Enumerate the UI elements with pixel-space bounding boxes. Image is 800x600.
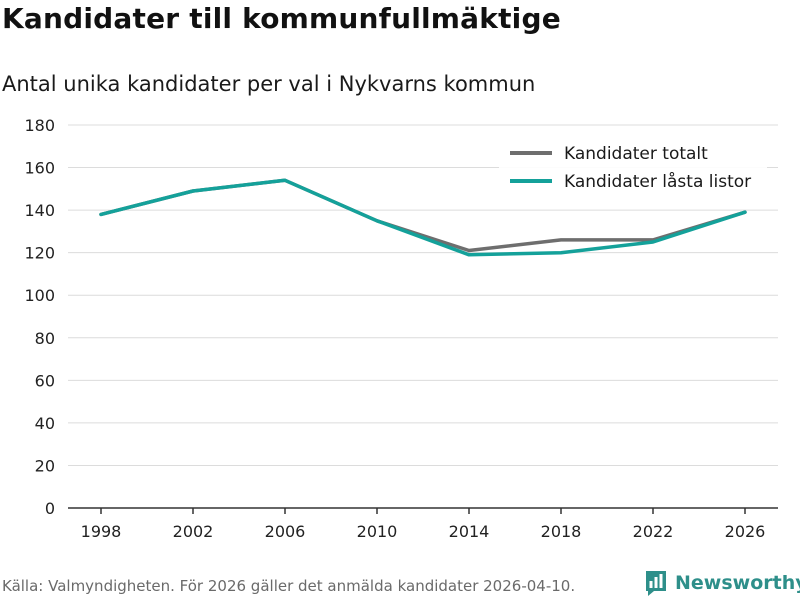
y-tick-label: 160 bbox=[24, 159, 55, 178]
y-tick-label: 20 bbox=[35, 456, 55, 475]
line-chart: 0 20 40 60 80 100 120 140 160 180 1998 2002 2006 2010… bbox=[24, 116, 778, 541]
x-tick-label: 2022 bbox=[633, 522, 674, 541]
brand-name: Newsworthy bbox=[675, 572, 800, 594]
legend-label: Kandidater låsta listor bbox=[564, 171, 751, 192]
y-tick-label: 120 bbox=[24, 244, 55, 263]
y-tick-label: 60 bbox=[35, 371, 55, 390]
chart-subtitle: Antal unika kandidater per val i Nykvarn… bbox=[2, 72, 536, 96]
x-tick-label: 2006 bbox=[265, 522, 306, 541]
legend-label: Kandidater totalt bbox=[564, 144, 708, 164]
y-tick-label: 0 bbox=[45, 499, 55, 518]
x-tick-label: 2014 bbox=[449, 522, 490, 541]
y-tick-label: 40 bbox=[35, 414, 55, 433]
y-tick-label: 180 bbox=[24, 116, 55, 135]
x-tick-label: 2018 bbox=[541, 522, 582, 541]
x-tick-label: 1998 bbox=[81, 522, 122, 541]
brand-logo: Newsworthy bbox=[644, 569, 800, 597]
legend-background bbox=[499, 136, 767, 200]
x-tick-label: 2002 bbox=[173, 522, 214, 541]
y-tick-label: 140 bbox=[24, 201, 55, 220]
series-line-locked-lists bbox=[99, 178, 747, 257]
y-tick-label: 100 bbox=[24, 286, 55, 305]
x-tick-label: 2026 bbox=[725, 522, 766, 541]
y-tick-label: 80 bbox=[35, 329, 55, 348]
source-note: Källa: Valmyndigheten. För 2026 gäller d… bbox=[2, 577, 576, 595]
newsworthy-logo-icon bbox=[646, 571, 666, 596]
x-tick-label: 2010 bbox=[357, 522, 398, 541]
chart-title: Kandidater till kommunfullmäktige bbox=[2, 2, 561, 35]
